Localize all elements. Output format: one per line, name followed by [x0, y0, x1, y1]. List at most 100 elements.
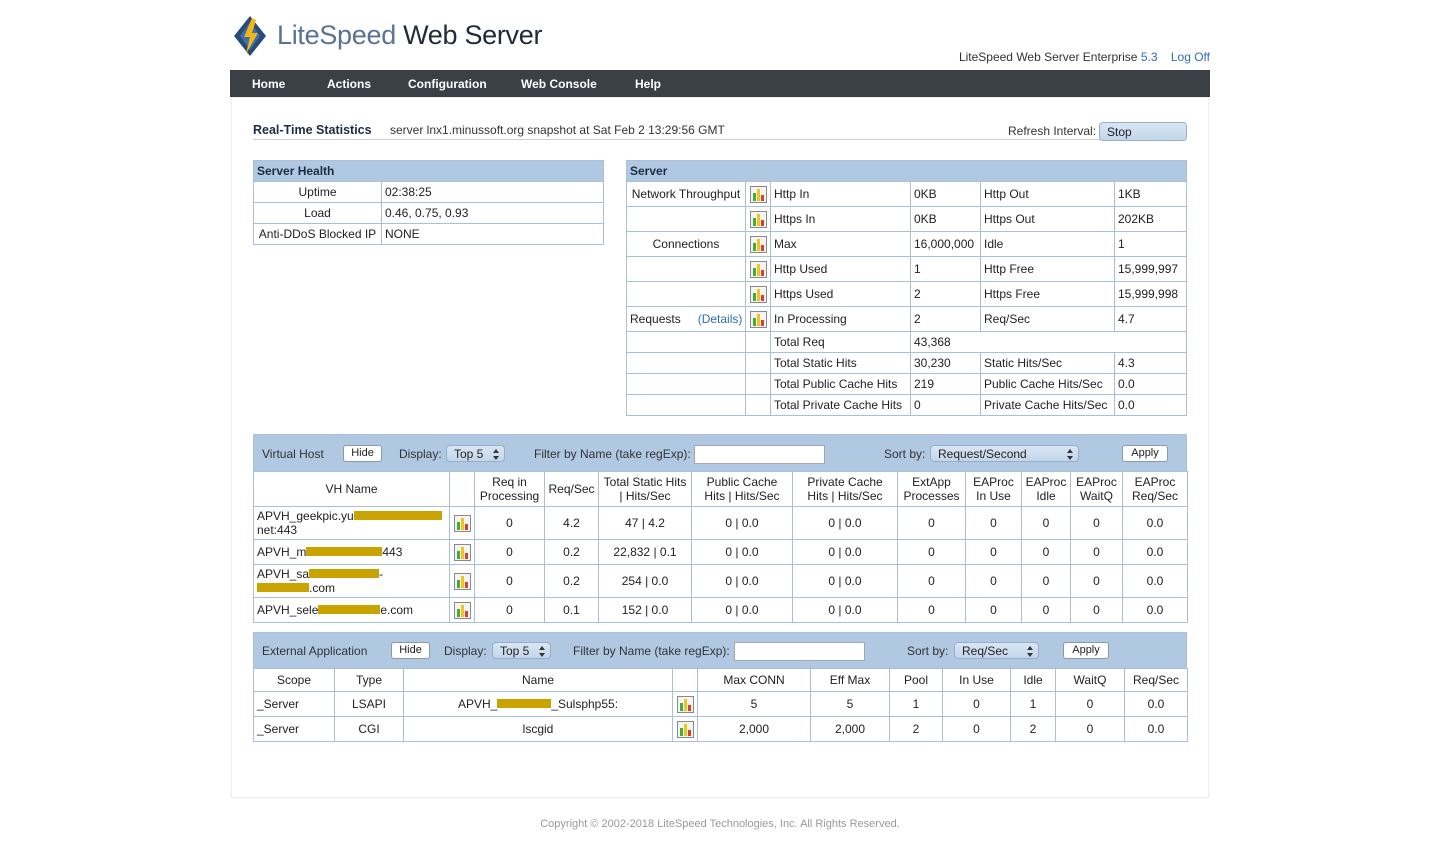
value: 0: [474, 506, 545, 540]
nav-item[interactable]: Help: [635, 77, 662, 91]
column-header: EAProc WaitQ: [1070, 471, 1123, 507]
nav-item[interactable]: Actions: [327, 77, 372, 91]
value: 0: [1070, 539, 1123, 565]
chart-icon[interactable]: [676, 720, 694, 738]
value: 0KB: [910, 206, 981, 232]
value: 0 | 0.0: [792, 506, 898, 540]
value: 0: [897, 539, 966, 565]
logo-icon: [234, 16, 266, 56]
name-part: lscgid: [522, 722, 554, 736]
page-title: Real-Time Statistics: [253, 123, 372, 137]
chart-icon[interactable]: [749, 310, 767, 328]
row-label: [626, 352, 746, 374]
row: APVH_m 443 0 0.2 22,832 | 0.1 0 | 0.0 0 | 0.0 0…: [253, 539, 1188, 565]
product-name: LiteSpeed Web Server Enterprise: [958, 50, 1138, 64]
nav-item[interactable]: Home: [252, 77, 286, 91]
icon-header: [449, 471, 475, 507]
column-header: In Use: [942, 668, 1011, 692]
row: Http Used 1 Http Free 15,999,997: [626, 256, 1188, 282]
refresh-select[interactable]: Stop: [1099, 122, 1187, 141]
value: 4.7: [1113, 306, 1188, 332]
details-link[interactable]: (Details): [697, 312, 743, 326]
vh-name: APVH_sa - .com: [253, 564, 450, 598]
field: Https Free: [980, 281, 1115, 307]
label: Network Throughput: [631, 187, 741, 201]
hide-button[interactable]: Hide: [343, 444, 382, 462]
chart-icon[interactable]: [453, 601, 471, 619]
value: 1KB: [1113, 181, 1188, 207]
type: CGI: [334, 716, 404, 742]
caption-row: Server: [625, 160, 1188, 182]
filter-input[interactable]: [734, 642, 865, 661]
display-select[interactable]: Top 5: [446, 444, 505, 462]
value: 5: [697, 691, 811, 717]
row-label: [626, 256, 746, 282]
label: Connections: [652, 237, 720, 251]
value: 1: [1010, 691, 1056, 717]
row-label: [626, 206, 746, 232]
version: 5.3: [1140, 50, 1158, 64]
field: Static Hits/Sec: [980, 352, 1115, 374]
field: Total Public Cache Hits: [770, 373, 911, 395]
field: Total Private Cache Hits: [770, 394, 911, 416]
refresh-value: Stop: [1107, 125, 1132, 139]
chart-icon[interactable]: [749, 210, 767, 228]
nav-item[interactable]: Configuration: [408, 77, 487, 91]
footer: Copyright © 2002-2018 LiteSpeed Technolo…: [540, 818, 900, 830]
value: 254 | 0.0: [598, 564, 692, 598]
value: 0: [474, 597, 545, 623]
value: 1: [1113, 231, 1188, 257]
sort-value: Req/Sec: [962, 644, 1009, 658]
chart-icon[interactable]: [749, 235, 767, 253]
value: 15,999,997: [1113, 256, 1188, 282]
row-label: Requests (Details): [626, 306, 746, 332]
name-part: 443: [382, 545, 403, 559]
chart-icon[interactable]: [749, 285, 767, 303]
value: 219: [910, 373, 981, 395]
field: Idle: [980, 231, 1115, 257]
row: Https In 0KB Https Out 202KB: [626, 206, 1188, 232]
value: 0.46, 0.75, 0.93: [381, 202, 604, 224]
brand-light: LiteSpeed: [277, 20, 396, 50]
chart-icon[interactable]: [453, 543, 471, 561]
value: 47 | 4.2: [598, 506, 692, 540]
hide-button[interactable]: Hide: [391, 642, 430, 659]
value: 0.2: [544, 564, 599, 598]
value: 0.0: [1122, 564, 1188, 598]
value: 0: [1055, 691, 1125, 717]
nav-item[interactable]: Web Console: [521, 77, 597, 91]
icon-cell: [745, 206, 771, 232]
chart-icon[interactable]: [453, 572, 471, 590]
main-panel: [231, 97, 1209, 798]
value: 0.0: [1122, 597, 1188, 623]
value: 0: [942, 716, 1011, 742]
column-header: EAProc In Use: [965, 471, 1022, 507]
chart-icon[interactable]: [749, 185, 767, 203]
chart-icon[interactable]: [749, 260, 767, 278]
display-select[interactable]: Top 5: [492, 642, 551, 659]
sort-select[interactable]: Request/Second: [930, 444, 1079, 462]
row: Load 0.46, 0.75, 0.93: [253, 202, 604, 224]
value: 1: [889, 691, 943, 717]
filter-input[interactable]: [694, 444, 825, 464]
app-name: APVH_ _Sulsphp55:: [403, 691, 673, 717]
name-part: APVH_m: [257, 545, 307, 559]
log-off[interactable]: Log Off: [1170, 50, 1210, 64]
value: 2: [889, 716, 943, 742]
chart-icon[interactable]: [676, 695, 694, 713]
row: APVH_geekpic.yunet:443 0 4.2 47 | 4.2 0 | 0.…: [253, 506, 1188, 540]
name-part: net:443: [257, 523, 298, 537]
apply-button[interactable]: Apply: [1122, 444, 1168, 462]
brand-dark: Web Server: [403, 20, 543, 50]
field: In Processing: [770, 306, 911, 332]
column-header: Total Static Hits | Hits/Sec: [598, 471, 692, 507]
sort-select[interactable]: Req/Sec: [954, 642, 1039, 659]
value: 1: [910, 256, 981, 282]
column-header: Max CONN: [697, 668, 811, 692]
value: 2,000: [697, 716, 811, 742]
apply-button[interactable]: Apply: [1063, 642, 1109, 659]
chart-icon[interactable]: [453, 514, 471, 532]
name-part: .com: [309, 581, 336, 595]
icon-cell: [745, 306, 771, 332]
field: Http Out: [980, 181, 1115, 207]
